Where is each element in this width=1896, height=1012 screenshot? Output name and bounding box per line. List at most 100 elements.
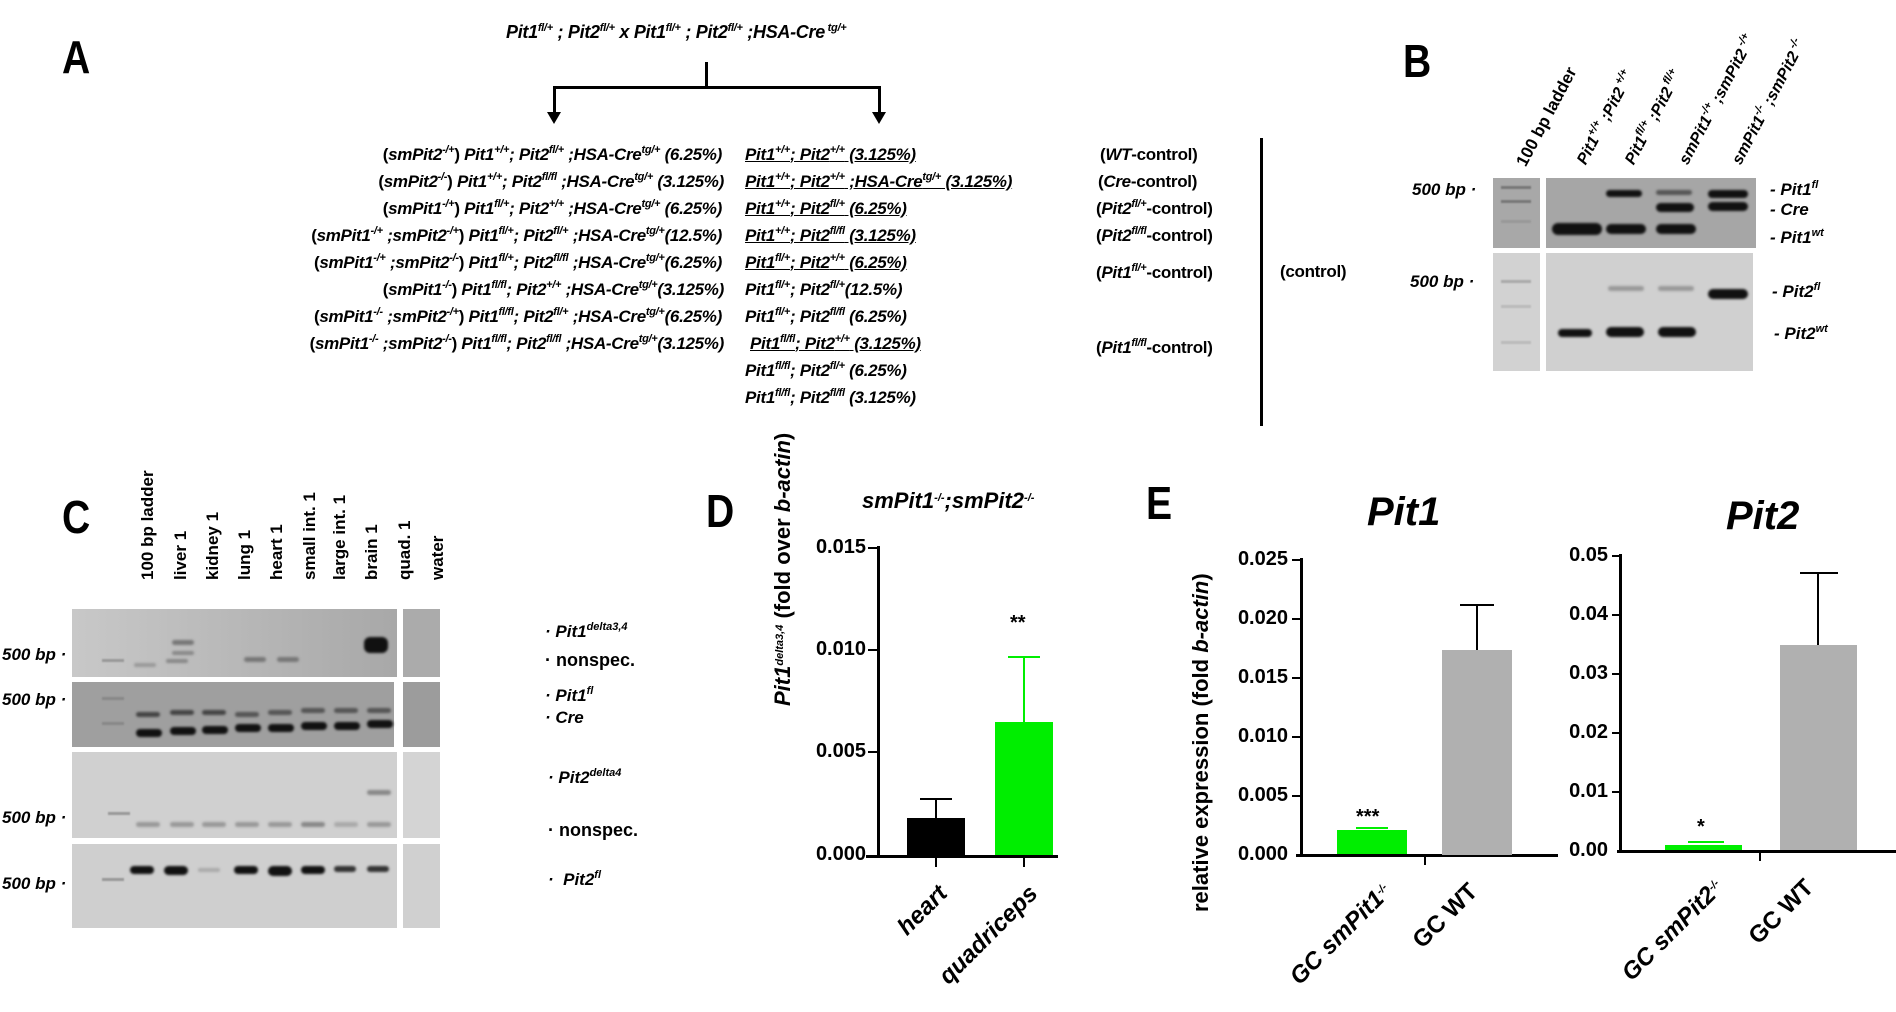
- y-tick: 0.015: [815, 536, 866, 558]
- lane-label: lung 1: [235, 529, 254, 580]
- marker-500bp: 500 bp ·: [2, 808, 67, 827]
- gel-b-bottom: [1546, 253, 1753, 371]
- bar-gc-wt: [1780, 645, 1857, 850]
- x-axis: [866, 855, 1058, 858]
- lane-label: small int. 1: [300, 492, 319, 580]
- list-item: (smPit1-/+ ;smPit2-/-) Pit1fl/+; Pit2fl/…: [313, 252, 722, 273]
- list-item: Pit1fl/fl; Pit2+/+ (3.125%): [750, 333, 921, 354]
- list-item: Pit1fl/+; Pit2+/+ (6.25%): [745, 252, 907, 273]
- marker-500bp: 500 bp ·: [2, 874, 67, 893]
- chart-e-pit1-title: Pit1: [1367, 490, 1441, 534]
- tree-branch: [553, 86, 881, 89]
- list-item: Pit1+/+; Pit2fl/fl (3.125%): [745, 225, 916, 246]
- gel-c-row-3: [72, 752, 397, 838]
- control-group-divider: [1260, 138, 1263, 426]
- band-label-pit1-fl: · Pit1fl: [545, 685, 594, 706]
- list-item: Pit1+/+; Pit2fl/+ (6.25%): [745, 198, 907, 219]
- band-label-nonspec: · nonspec.: [548, 820, 639, 840]
- control-label-wt: (WT-control): [1100, 145, 1198, 164]
- y-tick: 0.025: [1237, 548, 1288, 570]
- y-tick: 0.000: [815, 843, 866, 865]
- band-label-pit1-fl: - Pit1fl: [1770, 179, 1819, 200]
- band-label-pit2-fl: - Pit2fl: [1772, 281, 1821, 302]
- band-label-pit1-wt: - Pit1wt: [1770, 227, 1824, 248]
- marker-500bp: 500 bp ·: [1412, 180, 1477, 199]
- bar-heart: [907, 818, 965, 855]
- x-axis: [1617, 850, 1896, 853]
- lane-label: 100 bp ladder: [1512, 63, 1581, 170]
- y-tick: 0.00: [1569, 839, 1608, 861]
- list-item: (smPit2-/+) Pit1+/+; Pit2fl/+ ;HSA-Cretg…: [382, 144, 723, 165]
- y-tick: 0.04: [1569, 603, 1608, 625]
- y-tick: 0.010: [815, 638, 866, 660]
- x-axis: [1296, 854, 1558, 857]
- control-label-pit2-fl-hom: (Pit2fl/fl-control): [1096, 225, 1213, 246]
- band-label-pit2-wt: - Pit2wt: [1774, 323, 1828, 344]
- list-item: (smPit1-/- ;smPit2-/+) Pit1fl/fl; Pit2fl…: [313, 306, 722, 327]
- band-label-nonspec: · nonspec.: [545, 650, 636, 670]
- y-tick: 0.020: [1237, 607, 1288, 629]
- y-tick: 0.03: [1569, 662, 1608, 684]
- band-label-cre: - Cre: [1770, 200, 1809, 219]
- control-group-label: (control): [1280, 262, 1347, 281]
- x-label: heart: [892, 880, 954, 941]
- lane-label: water: [428, 535, 447, 580]
- lane-label: liver 1: [171, 530, 190, 580]
- lane-label: large int. 1: [330, 494, 349, 580]
- x-label: GC WT: [1743, 874, 1820, 950]
- y-axis: [877, 546, 880, 857]
- gel-b-top: [1546, 178, 1756, 248]
- panel-letter-b: B: [1403, 35, 1432, 87]
- band-label-pit2-delta: · Pit2delta4: [548, 767, 622, 788]
- x-label: GC WT: [1407, 878, 1484, 954]
- chart-e-pit2-title: Pit2: [1726, 494, 1800, 538]
- significance-marker: **: [1010, 612, 1026, 634]
- y-tick: 0.05: [1569, 544, 1608, 566]
- bar-quadriceps: [995, 722, 1053, 855]
- y-tick: 0.01: [1569, 780, 1608, 802]
- list-item: (smPit1-/- ;smPit2-/-) Pit1fl/fl; Pit2fl…: [309, 333, 725, 354]
- gel-c-row-2-water: [403, 682, 440, 747]
- list-item: Pit1fl/fl; Pit2fl/+ (6.25%): [745, 360, 907, 381]
- tree-left-arm: [553, 86, 556, 116]
- x-label: GC smPit2-/-: [1616, 877, 1723, 987]
- y-tick: 0.02: [1569, 721, 1608, 743]
- significance-marker: ***: [1356, 806, 1380, 828]
- panel-letter-e: E: [1146, 477, 1173, 529]
- gel-b-ladder-top: [1493, 178, 1540, 248]
- y-tick: 0.000: [1237, 843, 1288, 865]
- lane-label: kidney 1: [203, 511, 222, 580]
- panel-letter-a: A: [62, 31, 91, 83]
- list-item: (smPit2-/-) Pit1+/+; Pit2fl/fl ;HSA-Cret…: [378, 171, 724, 192]
- list-item: Pit1fl/+; Pit2fl/+(12.5%): [745, 279, 903, 300]
- marker-500bp: 500 bp ·: [1410, 272, 1475, 291]
- arrow-down-icon: [547, 112, 561, 124]
- y-axis: [1619, 554, 1622, 853]
- y-tick: 0.005: [815, 740, 866, 762]
- list-item: Pit1fl/fl; Pit2fl/fl (3.125%): [745, 387, 916, 408]
- tree-right-arm: [878, 86, 881, 116]
- gel-c-row-4-water: [403, 844, 440, 928]
- list-item: Pit1fl/+; Pit2fl/fl (6.25%): [745, 306, 907, 327]
- control-label-pit2-fl-het: (Pit2fl/+-control): [1096, 198, 1213, 219]
- band-label-pit1-delta: · Pit1delta3,4: [545, 621, 628, 642]
- y-tick: 0.015: [1237, 666, 1288, 688]
- lane-label: 100 bp ladder: [138, 470, 157, 580]
- bar-gc-smpit1: [1337, 830, 1407, 854]
- chart-d-title: smPit1-/-;smPit2-/-: [862, 488, 1035, 513]
- lane-label: quad. 1: [395, 520, 414, 580]
- gel-c-row-1-water: [403, 609, 440, 677]
- y-tick: 0.010: [1237, 725, 1288, 747]
- band-label-cre: · Cre: [545, 708, 584, 727]
- significance-marker: *: [1697, 816, 1705, 838]
- list-item: (smPit1-/+ ;smPit2-/+) Pit1fl/+; Pit2fl/…: [311, 225, 722, 246]
- x-label: GC smPit1-/-: [1284, 881, 1391, 991]
- lane-label: brain 1: [362, 524, 381, 580]
- list-item: (smPit1-/-) Pit1fl/fl; Pit2+/+ ;HSA-Cret…: [382, 279, 725, 300]
- gel-c-row-4: [72, 844, 397, 928]
- y-axis: [1300, 558, 1303, 857]
- gel-b-ladder-bottom: [1493, 253, 1540, 371]
- chart-d-ylabel: Pit1delta3,4 (fold over b-actin): [770, 432, 795, 706]
- band-label-pit2-fl: · Pit2fl: [548, 869, 602, 890]
- control-label-pit1-fl-het: (Pit1fl/+-control): [1096, 262, 1213, 283]
